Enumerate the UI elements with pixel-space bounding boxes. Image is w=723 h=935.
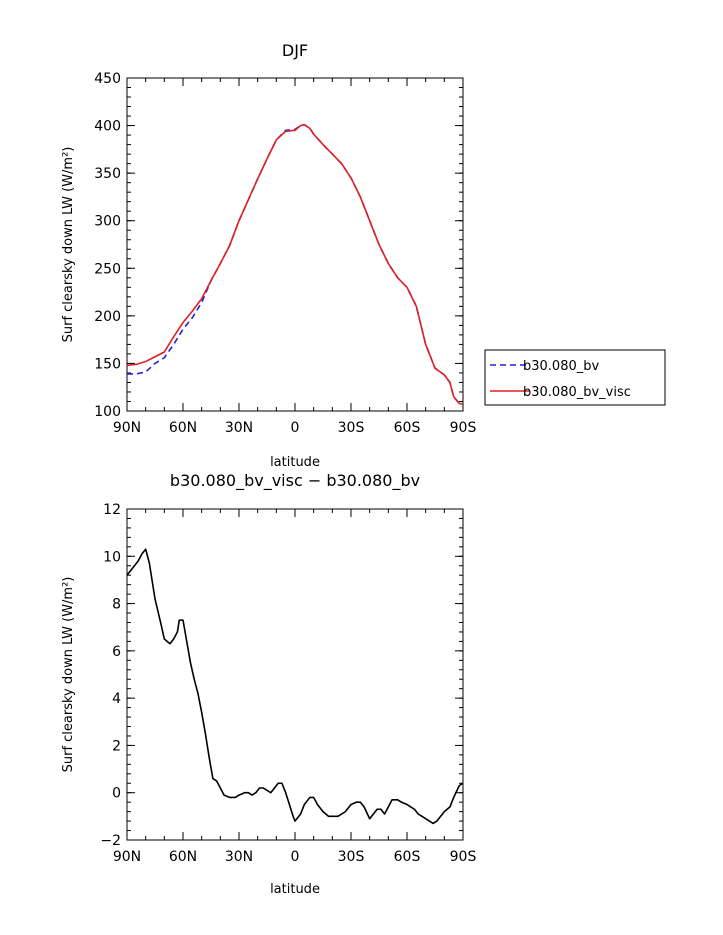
legend-box	[484, 349, 666, 406]
y-tick-label: 8	[112, 597, 121, 613]
series-line	[127, 123, 464, 406]
y-tick-label: 350	[94, 166, 121, 182]
x-tick-label: 30N	[225, 849, 253, 865]
y-axis-label: Surf clearsky down LW (W/m²)	[61, 577, 76, 773]
plot-frame	[126, 508, 464, 841]
chart-title: b30.080_bv_visc − b30.080_bv	[170, 471, 420, 491]
y-tick-label: −2	[100, 833, 121, 849]
y-tick-label: 2	[112, 738, 121, 754]
x-tick-label: 90S	[450, 849, 477, 865]
y-tick-label: 450	[94, 71, 121, 87]
x-axis-label: latitude	[270, 455, 320, 470]
y-tick-label: 10	[103, 549, 121, 565]
x-tick-label: 60S	[394, 420, 421, 436]
series-line	[126, 548, 464, 825]
x-tick-label: 90S	[450, 420, 477, 436]
x-tick-label: 60N	[169, 849, 197, 865]
legend-label: b30.080_bv_visc	[523, 385, 631, 400]
y-tick-label: 100	[94, 404, 121, 420]
y-tick-label: 150	[94, 356, 121, 372]
x-tick-label: 30S	[338, 420, 365, 436]
y-tick-label: 300	[94, 214, 121, 230]
x-tick-label: 0	[291, 420, 300, 436]
series-line	[126, 123, 464, 406]
x-tick-label: 30S	[338, 849, 365, 865]
x-tick-label: 0	[291, 849, 300, 865]
x-tick-label: 60N	[169, 420, 197, 436]
chart-title: DJF	[282, 41, 308, 60]
y-tick-label: 200	[94, 309, 121, 325]
plot-frame	[126, 77, 464, 412]
top-panel: 90N 60N 30N 0 30S 60S 90S 100 150 200 250 300 350 400…	[61, 41, 666, 470]
x-axis-label: latitude	[270, 882, 320, 897]
legend-label: b30.080_bv	[523, 359, 599, 374]
y-tick-label: 4	[112, 691, 121, 707]
y-axis-label: Surf clearsky down LW (W/m²)	[61, 147, 76, 343]
x-tick-label: 90N	[113, 420, 141, 436]
x-tick-label: 60S	[394, 849, 421, 865]
x-tick-label: 30N	[225, 420, 253, 436]
y-tick-label: 6	[112, 644, 121, 660]
y-tick-label: 250	[94, 261, 121, 277]
bottom-panel: 90N 60N 30N 0 30S 60S 90S −2 0 2 4 6 8 10 12 b30.080_bv…	[61, 471, 476, 897]
x-tick-label: 90N	[113, 849, 141, 865]
y-tick-label: 12	[103, 502, 121, 518]
y-tick-label: 0	[112, 786, 121, 802]
y-tick-label: 400	[94, 119, 121, 135]
